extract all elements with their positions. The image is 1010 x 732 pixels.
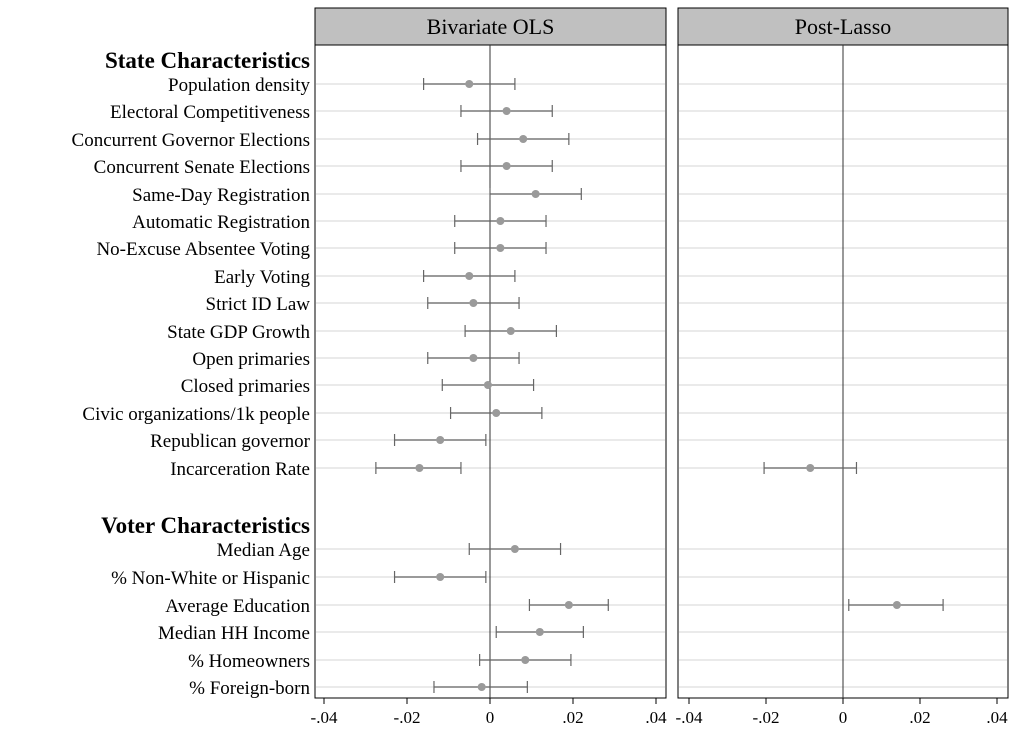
row-label: Population density (168, 75, 310, 96)
panel-header-ols (314, 7, 667, 46)
coefficient-points (415, 80, 901, 691)
row-label: Median HH Income (158, 623, 310, 644)
coefficient-point (521, 656, 530, 664)
panel-header-lasso (677, 7, 1009, 46)
row-label: Strict ID Law (206, 294, 311, 315)
coefficient-point (436, 436, 445, 444)
row-gridlines (316, 83, 1007, 688)
x-tick-label: .02 (909, 708, 930, 727)
coefficient-point (496, 244, 505, 252)
row-label: Republican governor (150, 431, 311, 452)
row-label: No-Excuse Absentee Voting (96, 239, 310, 260)
coefficient-point (531, 190, 540, 198)
panel-headers: Bivariate OLS Post-Lasso (314, 7, 1009, 46)
x-tick-label: .04 (645, 708, 667, 727)
coefficient-point (564, 601, 573, 609)
coefficient-point (492, 409, 501, 417)
coefficient-point (806, 464, 815, 472)
coefficient-point (465, 272, 474, 280)
coefficient-point (502, 107, 511, 115)
panel-frames (314, 44, 1009, 699)
x-tick-label: -.04 (676, 708, 703, 727)
row-label: Concurrent Senate Elections (94, 157, 310, 178)
coefficient-point (496, 217, 505, 225)
row-label: Median Age (217, 540, 310, 561)
x-tick-label: .02 (562, 708, 583, 727)
row-label: % Homeowners (188, 651, 310, 672)
group-header: Voter Characteristics (101, 513, 310, 538)
row-label: Average Education (165, 596, 310, 617)
coefficient-point (465, 80, 474, 88)
coefficient-point (469, 299, 478, 307)
panel-title-ols: Bivariate OLS (427, 14, 555, 39)
row-label: Incarceration Rate (170, 459, 310, 480)
row-label: Automatic Registration (132, 212, 310, 233)
x-tick-label: -.02 (753, 708, 780, 727)
x-tick-label: 0 (839, 708, 848, 727)
row-label: Early Voting (214, 267, 310, 288)
coefficient-point (477, 683, 486, 691)
coefficient-point (415, 464, 424, 472)
group-header: State Characteristics (105, 48, 310, 73)
coefficient-point (510, 545, 519, 553)
x-axes: -.04 -.02 0 .02 .04 -.04 -.02 0 .02 .04 (311, 698, 1008, 727)
coefficient-point (892, 601, 901, 609)
coefficient-point (483, 381, 492, 389)
x-tick-label: -.04 (311, 708, 338, 727)
row-label: % Foreign-born (189, 678, 310, 699)
x-tick-label: .04 (986, 708, 1008, 727)
zero-reference-lines (489, 45, 844, 698)
row-label: Same-Day Registration (132, 185, 310, 206)
coefficient-point (469, 354, 478, 362)
row-label: Open primaries (192, 349, 310, 370)
row-label: Electoral Competitiveness (110, 102, 310, 123)
coefficient-point (436, 573, 445, 581)
x-tick-label: -.02 (394, 708, 421, 727)
row-label: Concurrent Governor Elections (72, 130, 310, 151)
row-label: Closed primaries (181, 376, 310, 397)
row-labels: State Characteristics Voter Characteristi… (72, 48, 311, 699)
row-label: % Non-White or Hispanic (111, 568, 310, 589)
coefficient-point (535, 628, 544, 636)
coefficient-point (506, 327, 515, 335)
panel-title-lasso: Post-Lasso (795, 14, 892, 39)
row-label: State GDP Growth (167, 322, 310, 343)
x-tick-label: 0 (486, 708, 495, 727)
coefficient-point (519, 135, 528, 143)
row-label: Civic organizations/1k people (82, 404, 310, 425)
coefficient-point (502, 162, 511, 170)
